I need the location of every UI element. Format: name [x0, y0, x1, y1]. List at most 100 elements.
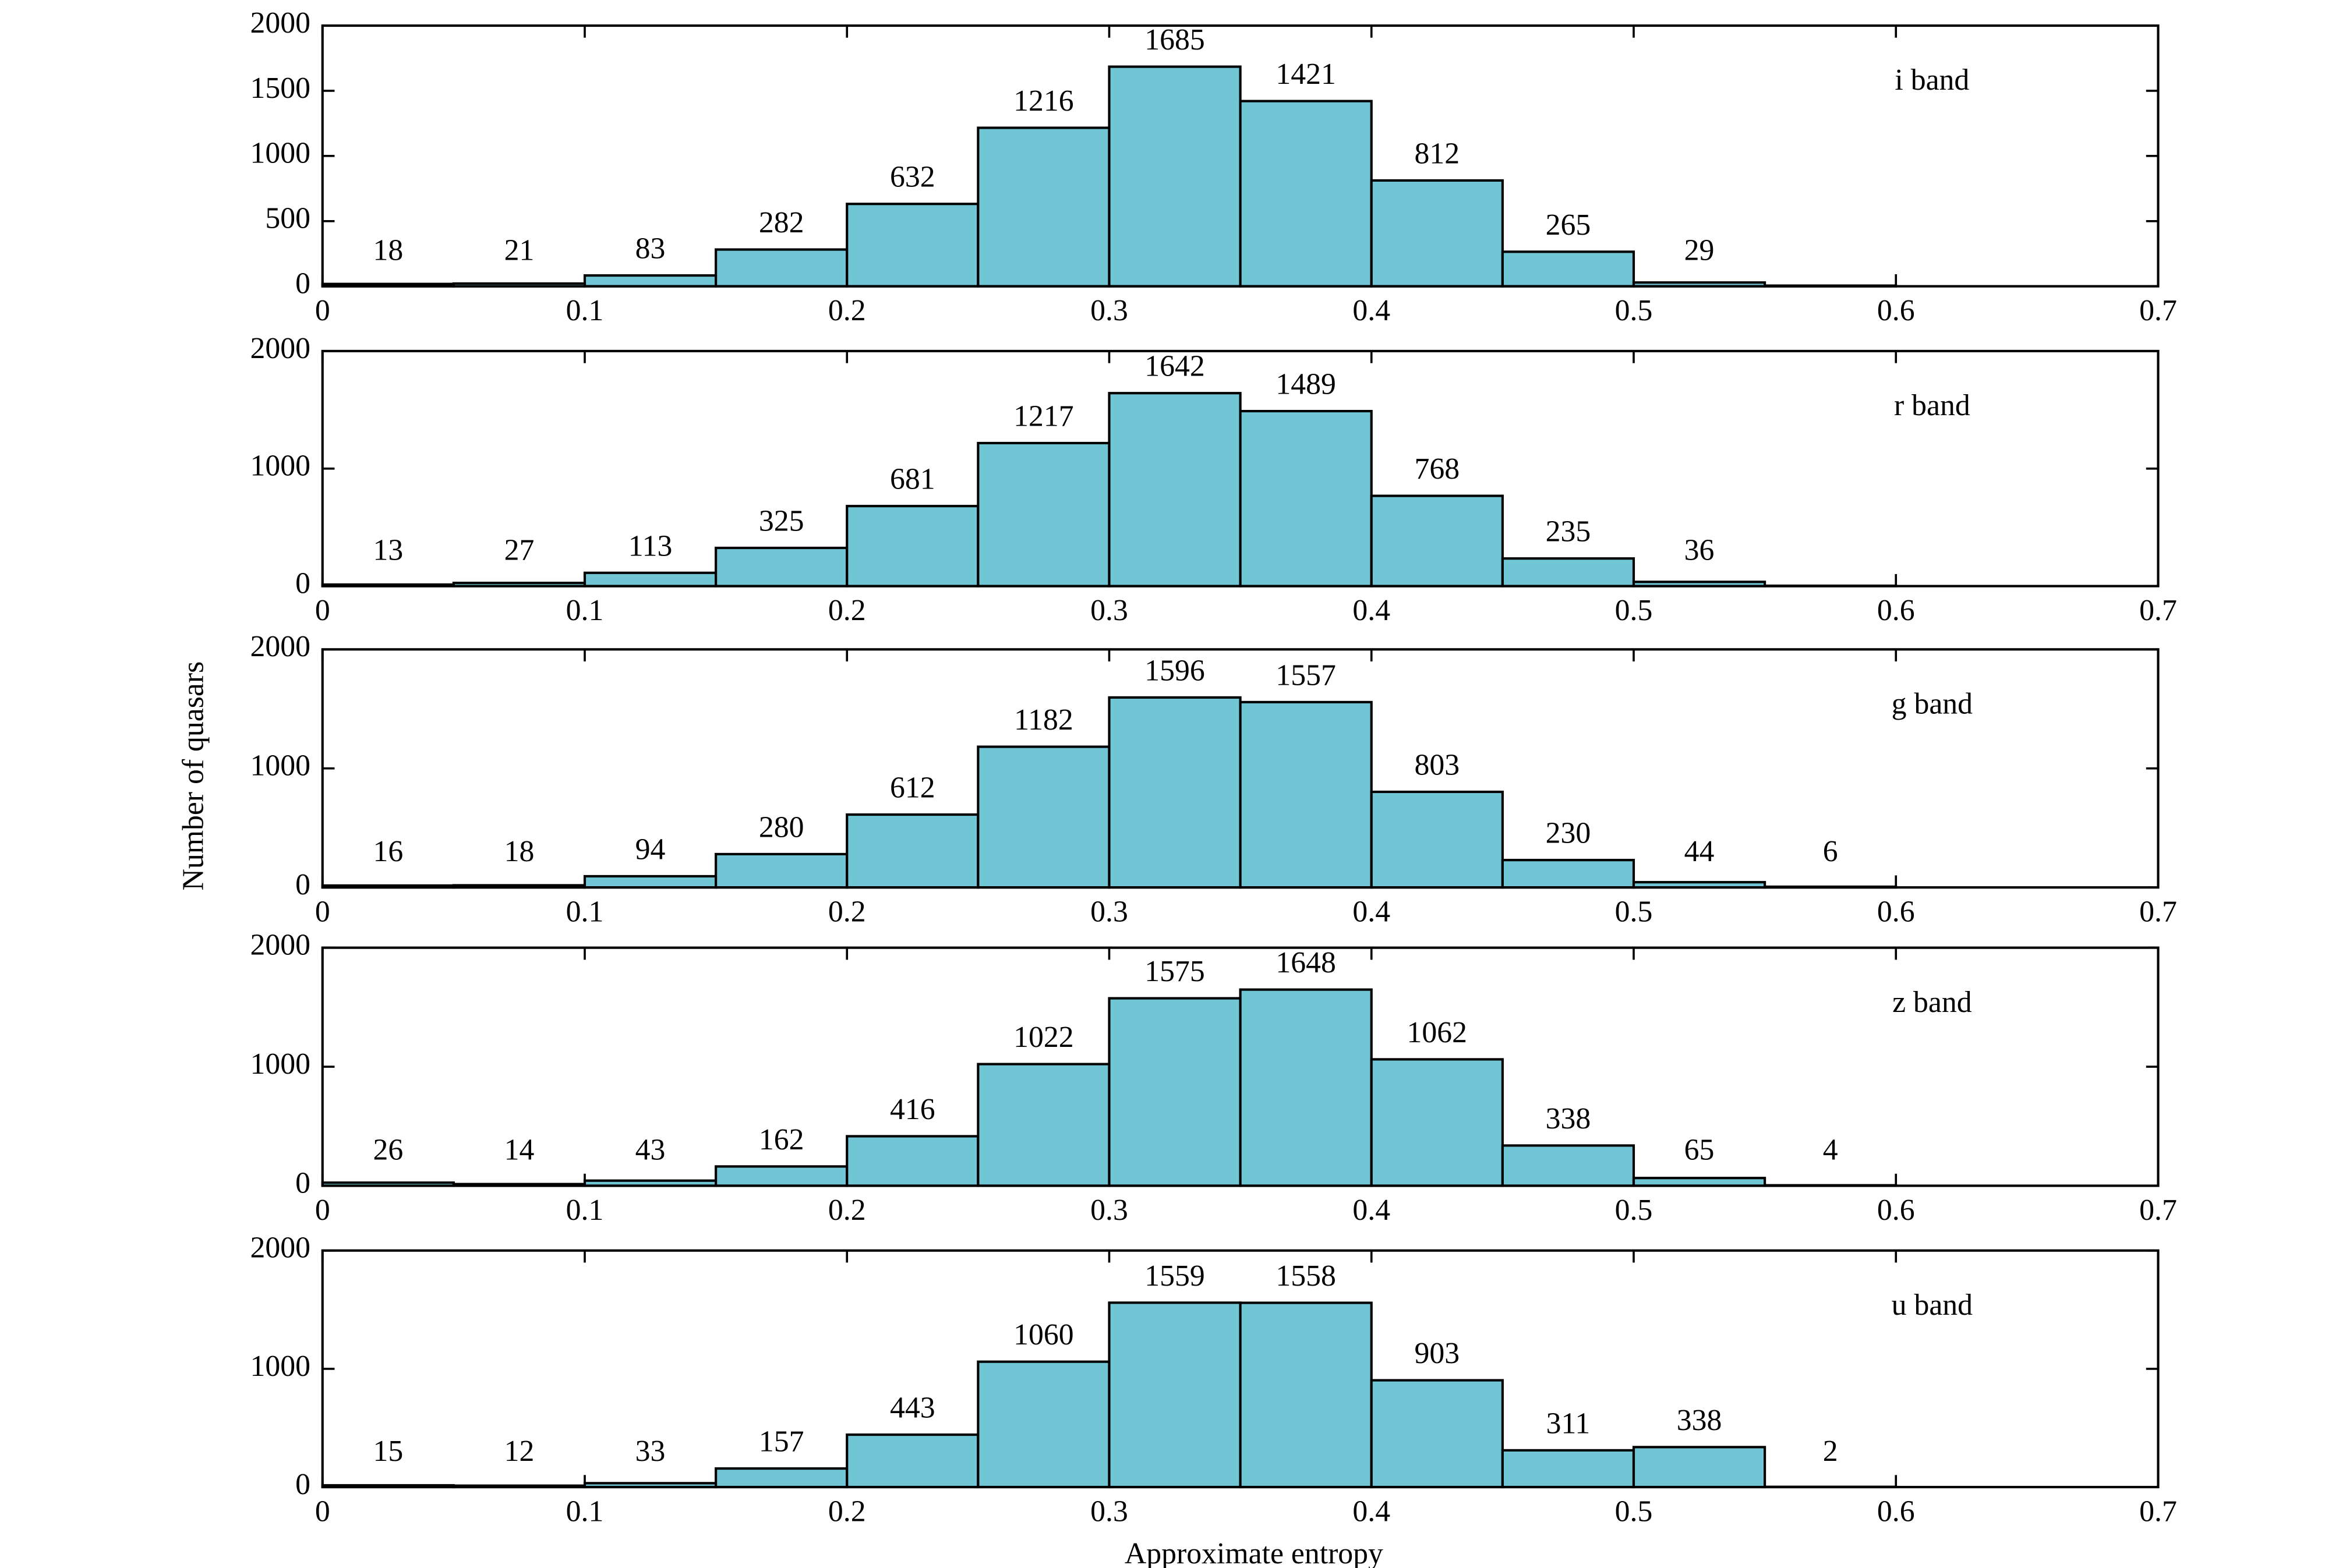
- data-label: 1558: [1276, 1259, 1336, 1293]
- bar: [977, 745, 1111, 889]
- bar: [1108, 65, 1242, 288]
- y-tick-label: 0: [295, 267, 310, 300]
- bar: [977, 126, 1111, 288]
- y-tick-label: 1500: [250, 72, 311, 105]
- x-tick-label: 0.2: [828, 294, 866, 327]
- x-tick-label: 0.5: [1615, 1194, 1653, 1227]
- data-label: 282: [759, 206, 804, 239]
- x-tick-label: 0.1: [566, 1495, 604, 1528]
- x-tick-label: 0.4: [1352, 1194, 1390, 1227]
- data-label: 26: [373, 1133, 403, 1166]
- x-tick-label: 0.6: [1877, 1495, 1915, 1528]
- y-tick-label: 1000: [250, 749, 311, 783]
- bar: [715, 1467, 849, 1489]
- data-label: 325: [759, 504, 804, 537]
- bar: [1501, 1144, 1635, 1187]
- x-tick-label: 0: [315, 294, 330, 327]
- bar: [583, 875, 718, 889]
- data-label: 235: [1546, 515, 1591, 548]
- bar: [1501, 859, 1635, 889]
- data-label: 15: [373, 1435, 403, 1468]
- band-label: i band: [1895, 63, 1969, 97]
- bar: [583, 274, 718, 288]
- data-label: 443: [890, 1392, 935, 1425]
- data-label: 43: [635, 1133, 666, 1166]
- data-label: 1559: [1144, 1259, 1205, 1293]
- x-tick-label: 0.5: [1615, 896, 1653, 929]
- bar: [715, 852, 849, 889]
- bar: [1108, 997, 1242, 1187]
- bar: [1501, 557, 1635, 587]
- bar: [846, 813, 980, 889]
- x-tick-label: 0.1: [566, 294, 604, 327]
- bar: [1108, 696, 1242, 889]
- data-label: 36: [1684, 534, 1715, 567]
- x-tick-label: 0.1: [566, 1194, 604, 1227]
- data-label: 27: [504, 534, 535, 567]
- bar: [1239, 988, 1373, 1187]
- bar: [1501, 250, 1635, 288]
- data-label: 681: [890, 463, 935, 496]
- y-axis-label: Number of quasars: [176, 661, 210, 891]
- bar: [977, 1063, 1111, 1187]
- bar: [1632, 1446, 1766, 1489]
- data-label: 18: [504, 835, 535, 868]
- bar: [1108, 1301, 1242, 1489]
- x-tick-label: 0.2: [828, 1194, 866, 1227]
- bar: [715, 546, 849, 587]
- y-tick-label: 2000: [250, 6, 311, 40]
- data-label: 1575: [1144, 955, 1205, 988]
- bar: [1239, 100, 1373, 288]
- x-tick-label: 0.5: [1615, 294, 1653, 327]
- data-label: 6: [1823, 835, 1838, 868]
- data-label: 1489: [1276, 368, 1336, 401]
- x-tick-label: 0.2: [828, 1495, 866, 1528]
- data-label: 1062: [1407, 1016, 1468, 1049]
- x-tick-label: 0.3: [1090, 294, 1128, 327]
- x-tick-label: 0.6: [1877, 896, 1915, 929]
- data-label: 1642: [1144, 350, 1205, 383]
- data-label: 311: [1546, 1407, 1591, 1440]
- y-tick-label: 1000: [250, 449, 311, 483]
- band-label: z band: [1892, 986, 1972, 1019]
- data-label: 1216: [1013, 84, 1073, 118]
- band-label: g band: [1892, 688, 1973, 721]
- data-label: 612: [890, 771, 935, 805]
- y-tick-label: 2000: [250, 929, 311, 962]
- data-label: 1182: [1014, 703, 1073, 737]
- x-tick-label: 0: [315, 896, 330, 929]
- x-tick-label: 0.4: [1352, 896, 1390, 929]
- x-tick-label: 0.7: [2139, 294, 2177, 327]
- data-label: 416: [890, 1093, 935, 1126]
- bar: [1370, 494, 1504, 587]
- data-label: 65: [1684, 1133, 1715, 1166]
- data-label: 1022: [1013, 1021, 1073, 1054]
- y-tick-label: 0: [295, 1166, 310, 1199]
- bar: [1239, 700, 1373, 889]
- data-label: 16: [373, 835, 403, 868]
- data-label: 2: [1823, 1435, 1838, 1468]
- bar: [846, 203, 980, 288]
- y-tick-label: 0: [295, 1468, 310, 1501]
- x-tick-label: 0.4: [1352, 1495, 1390, 1528]
- data-label: 4: [1823, 1133, 1838, 1166]
- data-label: 230: [1546, 817, 1591, 850]
- x-tick-label: 0.1: [566, 896, 604, 929]
- y-tick-label: 1000: [250, 137, 311, 170]
- x-tick-label: 0.3: [1090, 896, 1128, 929]
- y-tick-label: 2000: [250, 332, 311, 365]
- data-label: 33: [635, 1435, 666, 1468]
- data-label: 1648: [1276, 946, 1336, 979]
- data-label: 265: [1546, 208, 1591, 242]
- data-label: 632: [890, 161, 935, 194]
- data-label: 768: [1414, 452, 1460, 486]
- x-tick-label: 0.7: [2139, 896, 2177, 929]
- x-tick-label: 0.3: [1090, 594, 1128, 627]
- x-tick-label: 0.2: [828, 896, 866, 929]
- bar: [977, 1360, 1111, 1489]
- bar: [715, 1165, 849, 1187]
- data-label: 13: [373, 534, 403, 567]
- data-label: 1060: [1013, 1318, 1073, 1351]
